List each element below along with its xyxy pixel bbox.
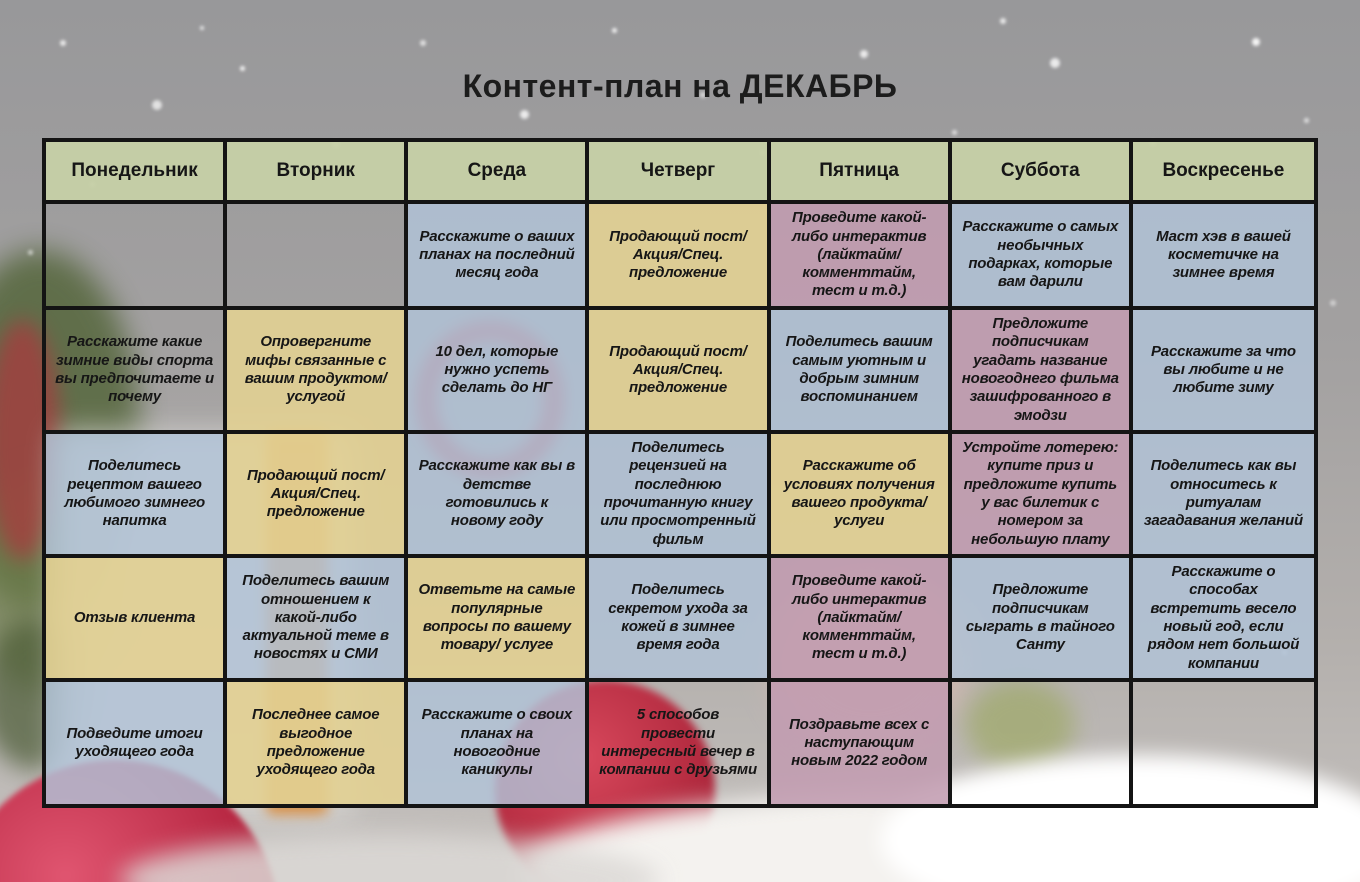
plan-cell-w1-mon xyxy=(46,204,228,310)
plan-cell-w5-sat xyxy=(952,682,1133,804)
plan-cell-w4-wed: Ответьте на самые популярные вопросы по … xyxy=(408,558,590,682)
plan-cell-w4-mon: Отзыв клиента xyxy=(46,558,228,682)
plan-cell-w2-sat: Предложите подписчикам угадать название … xyxy=(951,310,1133,434)
fir-branch-decoration xyxy=(965,680,1075,770)
day-header-friday: Пятница xyxy=(770,142,952,204)
plan-cell-w2-sun: Расскажите за что вы любите и не любите … xyxy=(1132,310,1314,434)
plan-cell-w4-tue: Поделитесь вашим отношением к какой-либо… xyxy=(227,558,409,682)
plan-cell-w2-mon: Расскажите какие зимние виды спорта вы п… xyxy=(46,310,228,434)
plan-cell-w2-fri: Поделитесь вашим самым уютным и добрым з… xyxy=(770,310,952,434)
plan-cell-w4-sat: Предложите подписчикам сыграть в тайного… xyxy=(951,558,1133,682)
plan-cell-w4-fri: Проведите какой-либо интерактив (лайктай… xyxy=(770,558,952,682)
plan-cell-w3-sun: Поделитесь как вы относитесь к ритуалам … xyxy=(1132,434,1314,558)
plan-cell-w2-thu: Продающий пост/ Акция/Спец. предложение xyxy=(589,310,771,434)
plan-cell-w3-sat: Устройте лотерею: купите приз и предложи… xyxy=(951,434,1133,558)
plan-cell-w1-sat: Расскажите о самых необычных подарках, к… xyxy=(951,204,1133,310)
page-title: Контент-план на ДЕКАБРЬ xyxy=(462,68,898,104)
day-header-sunday: Воскресенье xyxy=(1132,142,1314,204)
day-header-monday: Понедельник xyxy=(46,142,228,204)
plan-cell-w4-thu: Поделитесь секретом ухода за кожей в зим… xyxy=(589,558,771,682)
plan-cell-w5-fri: Поздравьте всех с наступающим новым 2022… xyxy=(770,682,952,804)
plan-cell-w4-sun: Расскажите о способах встретить весело н… xyxy=(1132,558,1314,682)
plan-cell-w3-wed: Расскажите как вы в детстве готовились к… xyxy=(408,434,590,558)
plan-cell-w5-sun xyxy=(1133,682,1314,804)
plan-cell-w2-wed: 10 дел, которые нужно успеть сделать до … xyxy=(408,310,590,434)
content-plan-table: Понедельник Вторник Среда Четверг Пятниц… xyxy=(42,138,1318,808)
plan-cell-w1-sun: Маст хэв в вашей косметичке на зимнее вр… xyxy=(1132,204,1314,310)
plan-cell-w5-mon: Подведите итоги уходящего года xyxy=(46,682,228,804)
plan-cell-w5-wed: Расскажите о своих планах на новогодние … xyxy=(408,682,590,804)
day-header-wednesday: Среда xyxy=(408,142,590,204)
plan-cell-w1-fri: Проведите какой-либо интерактив (лайктай… xyxy=(770,204,952,310)
plan-cell-w3-tue: Продающий пост/ Акция/Спец. предложение xyxy=(227,434,409,558)
plan-cell-w1-tue xyxy=(227,204,409,310)
plan-cell-w5-thu: 5 способов провести интересный вечер в к… xyxy=(589,682,771,804)
plan-cell-w3-mon: Поделитесь рецептом вашего любимого зимн… xyxy=(46,434,228,558)
plan-cell-w1-thu: Продающий пост/ Акция/Спец. предложение xyxy=(589,204,771,310)
day-header-thursday: Четверг xyxy=(589,142,771,204)
day-header-saturday: Суббота xyxy=(951,142,1133,204)
plan-cell-w3-thu: Поделитесь рецензией на последнюю прочит… xyxy=(589,434,771,558)
day-header-tuesday: Вторник xyxy=(227,142,409,204)
plan-cell-w3-fri: Расскажите об условиях получения вашего … xyxy=(770,434,952,558)
plan-cell-w2-tue: Опровергните мифы связанные с вашим прод… xyxy=(227,310,409,434)
plan-cell-w1-wed: Расскажите о ваших планах на последний м… xyxy=(408,204,590,310)
plan-cell-w5-tue: Последнее самое выгодное предложение ухо… xyxy=(227,682,409,804)
